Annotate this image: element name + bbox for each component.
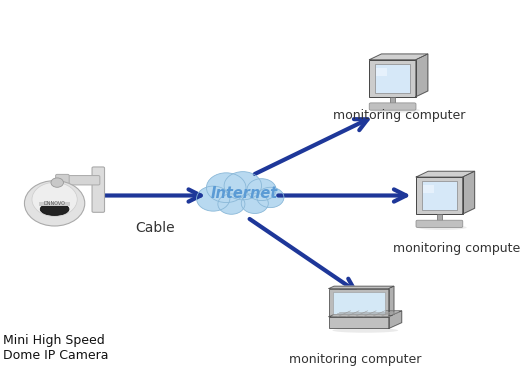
Bar — [329, 289, 389, 317]
Circle shape — [206, 173, 246, 203]
Text: Cable: Cable — [135, 221, 175, 235]
FancyBboxPatch shape — [56, 174, 69, 187]
Text: Internet: Internet — [211, 186, 278, 201]
Circle shape — [51, 178, 63, 187]
Bar — [390, 97, 395, 104]
Text: monitoring computer: monitoring computer — [289, 353, 421, 366]
Bar — [369, 60, 416, 97]
Ellipse shape — [332, 328, 398, 333]
Bar — [437, 214, 442, 221]
Polygon shape — [389, 311, 402, 328]
Circle shape — [224, 172, 262, 200]
Ellipse shape — [371, 108, 420, 113]
Circle shape — [24, 181, 85, 226]
Circle shape — [257, 187, 284, 208]
Ellipse shape — [418, 225, 467, 230]
Bar — [39, 202, 70, 206]
Bar — [376, 68, 387, 76]
Polygon shape — [329, 311, 402, 317]
Circle shape — [32, 182, 77, 216]
Circle shape — [247, 179, 276, 201]
FancyBboxPatch shape — [92, 167, 105, 212]
Bar — [375, 64, 410, 93]
Polygon shape — [389, 286, 394, 317]
FancyBboxPatch shape — [416, 220, 463, 228]
Bar — [416, 177, 463, 214]
Ellipse shape — [40, 203, 69, 215]
Text: Mini High Speed
Dome IP Camera: Mini High Speed Dome IP Camera — [3, 334, 108, 362]
Bar — [422, 181, 457, 210]
Polygon shape — [416, 171, 475, 177]
Text: DNNOVO: DNNOVO — [44, 201, 66, 206]
Text: monitoring computer: monitoring computer — [333, 109, 465, 122]
Polygon shape — [416, 54, 428, 97]
Circle shape — [218, 194, 245, 214]
Circle shape — [197, 186, 230, 211]
FancyBboxPatch shape — [369, 103, 416, 110]
FancyBboxPatch shape — [63, 176, 100, 185]
Bar — [329, 317, 389, 328]
Text: monitoring computer: monitoring computer — [393, 242, 520, 255]
Circle shape — [241, 193, 268, 213]
Polygon shape — [463, 171, 475, 214]
Polygon shape — [329, 286, 394, 289]
Polygon shape — [369, 54, 428, 60]
Bar — [423, 185, 434, 194]
Bar — [333, 292, 384, 314]
